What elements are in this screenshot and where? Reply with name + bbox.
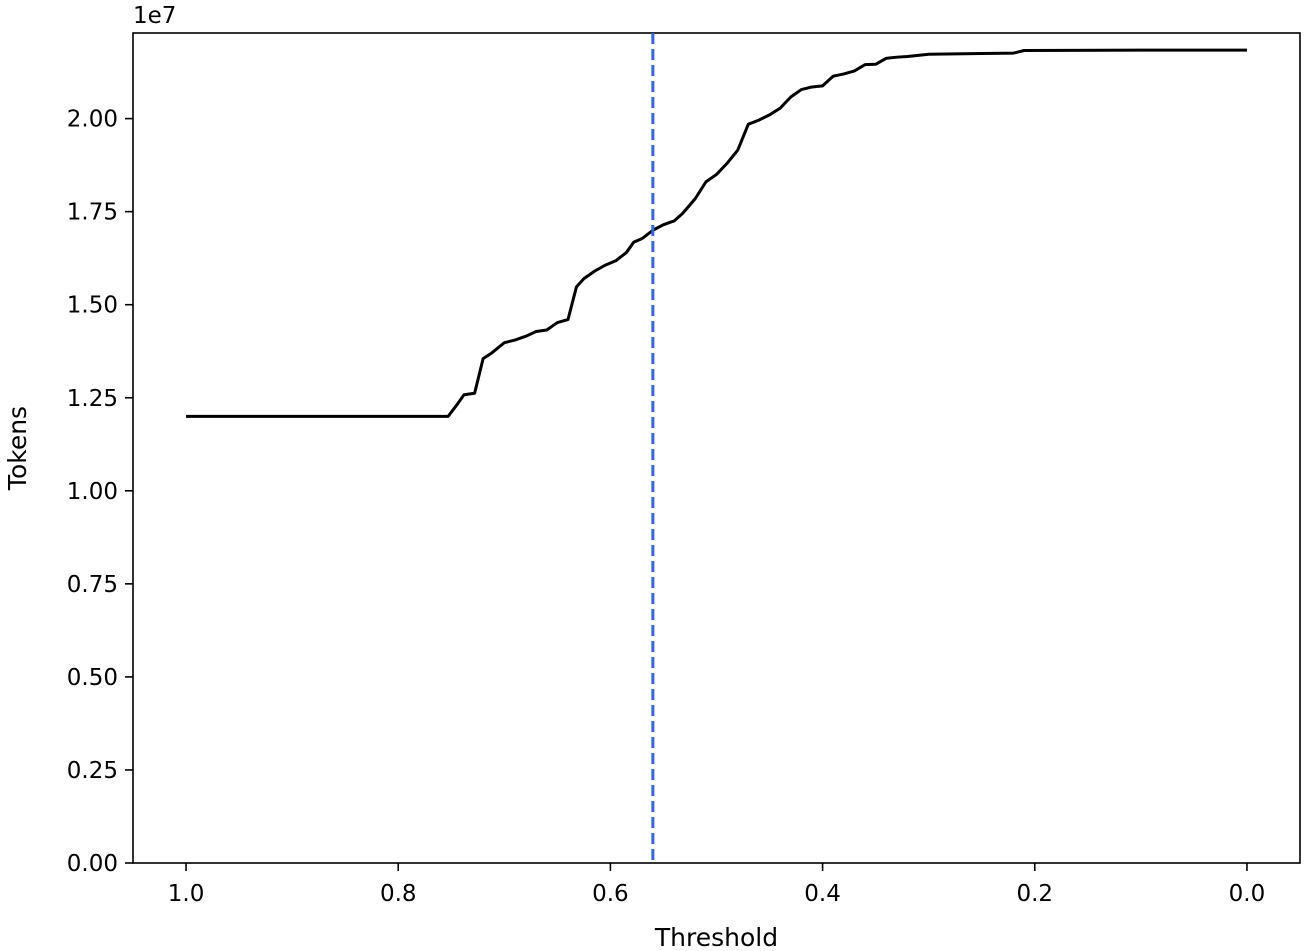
- x-tick-label: 0.2: [1016, 881, 1053, 907]
- y-offset-label: 1e7: [133, 3, 176, 29]
- y-tick-label: 1.00: [67, 479, 118, 505]
- x-tick-label: 0.4: [804, 881, 841, 907]
- y-tick-label: 0.00: [67, 851, 118, 877]
- x-axis: 1.0 0.8 0.6 0.4 0.2 0.0: [168, 863, 1265, 907]
- y-tick-label: 1.75: [67, 200, 118, 226]
- y-tick-label: 1.25: [67, 386, 118, 412]
- x-axis-label: Threshold: [654, 923, 778, 951]
- series-layer: [186, 48, 1247, 418]
- y-tick-label: 0.50: [67, 665, 118, 691]
- y-tick-label: 0.75: [67, 572, 118, 598]
- x-tick-label: 0.8: [380, 881, 417, 907]
- plot-area-frame: [132, 32, 1301, 864]
- y-axis: 0.00 0.25 0.50 0.75 1.00 1.25 1.50 1.75 2.00: [67, 107, 133, 877]
- y-tick-label: 0.25: [67, 758, 118, 784]
- series-line: [186, 48, 1247, 418]
- x-tick-label: 0.6: [592, 881, 629, 907]
- y-tick-label: 2.00: [67, 107, 118, 133]
- x-tick-label: 1.0: [168, 881, 205, 907]
- x-tick-label: 0.0: [1229, 881, 1266, 907]
- y-axis-label: Tokens: [3, 406, 32, 491]
- y-tick-label: 1.50: [67, 293, 118, 319]
